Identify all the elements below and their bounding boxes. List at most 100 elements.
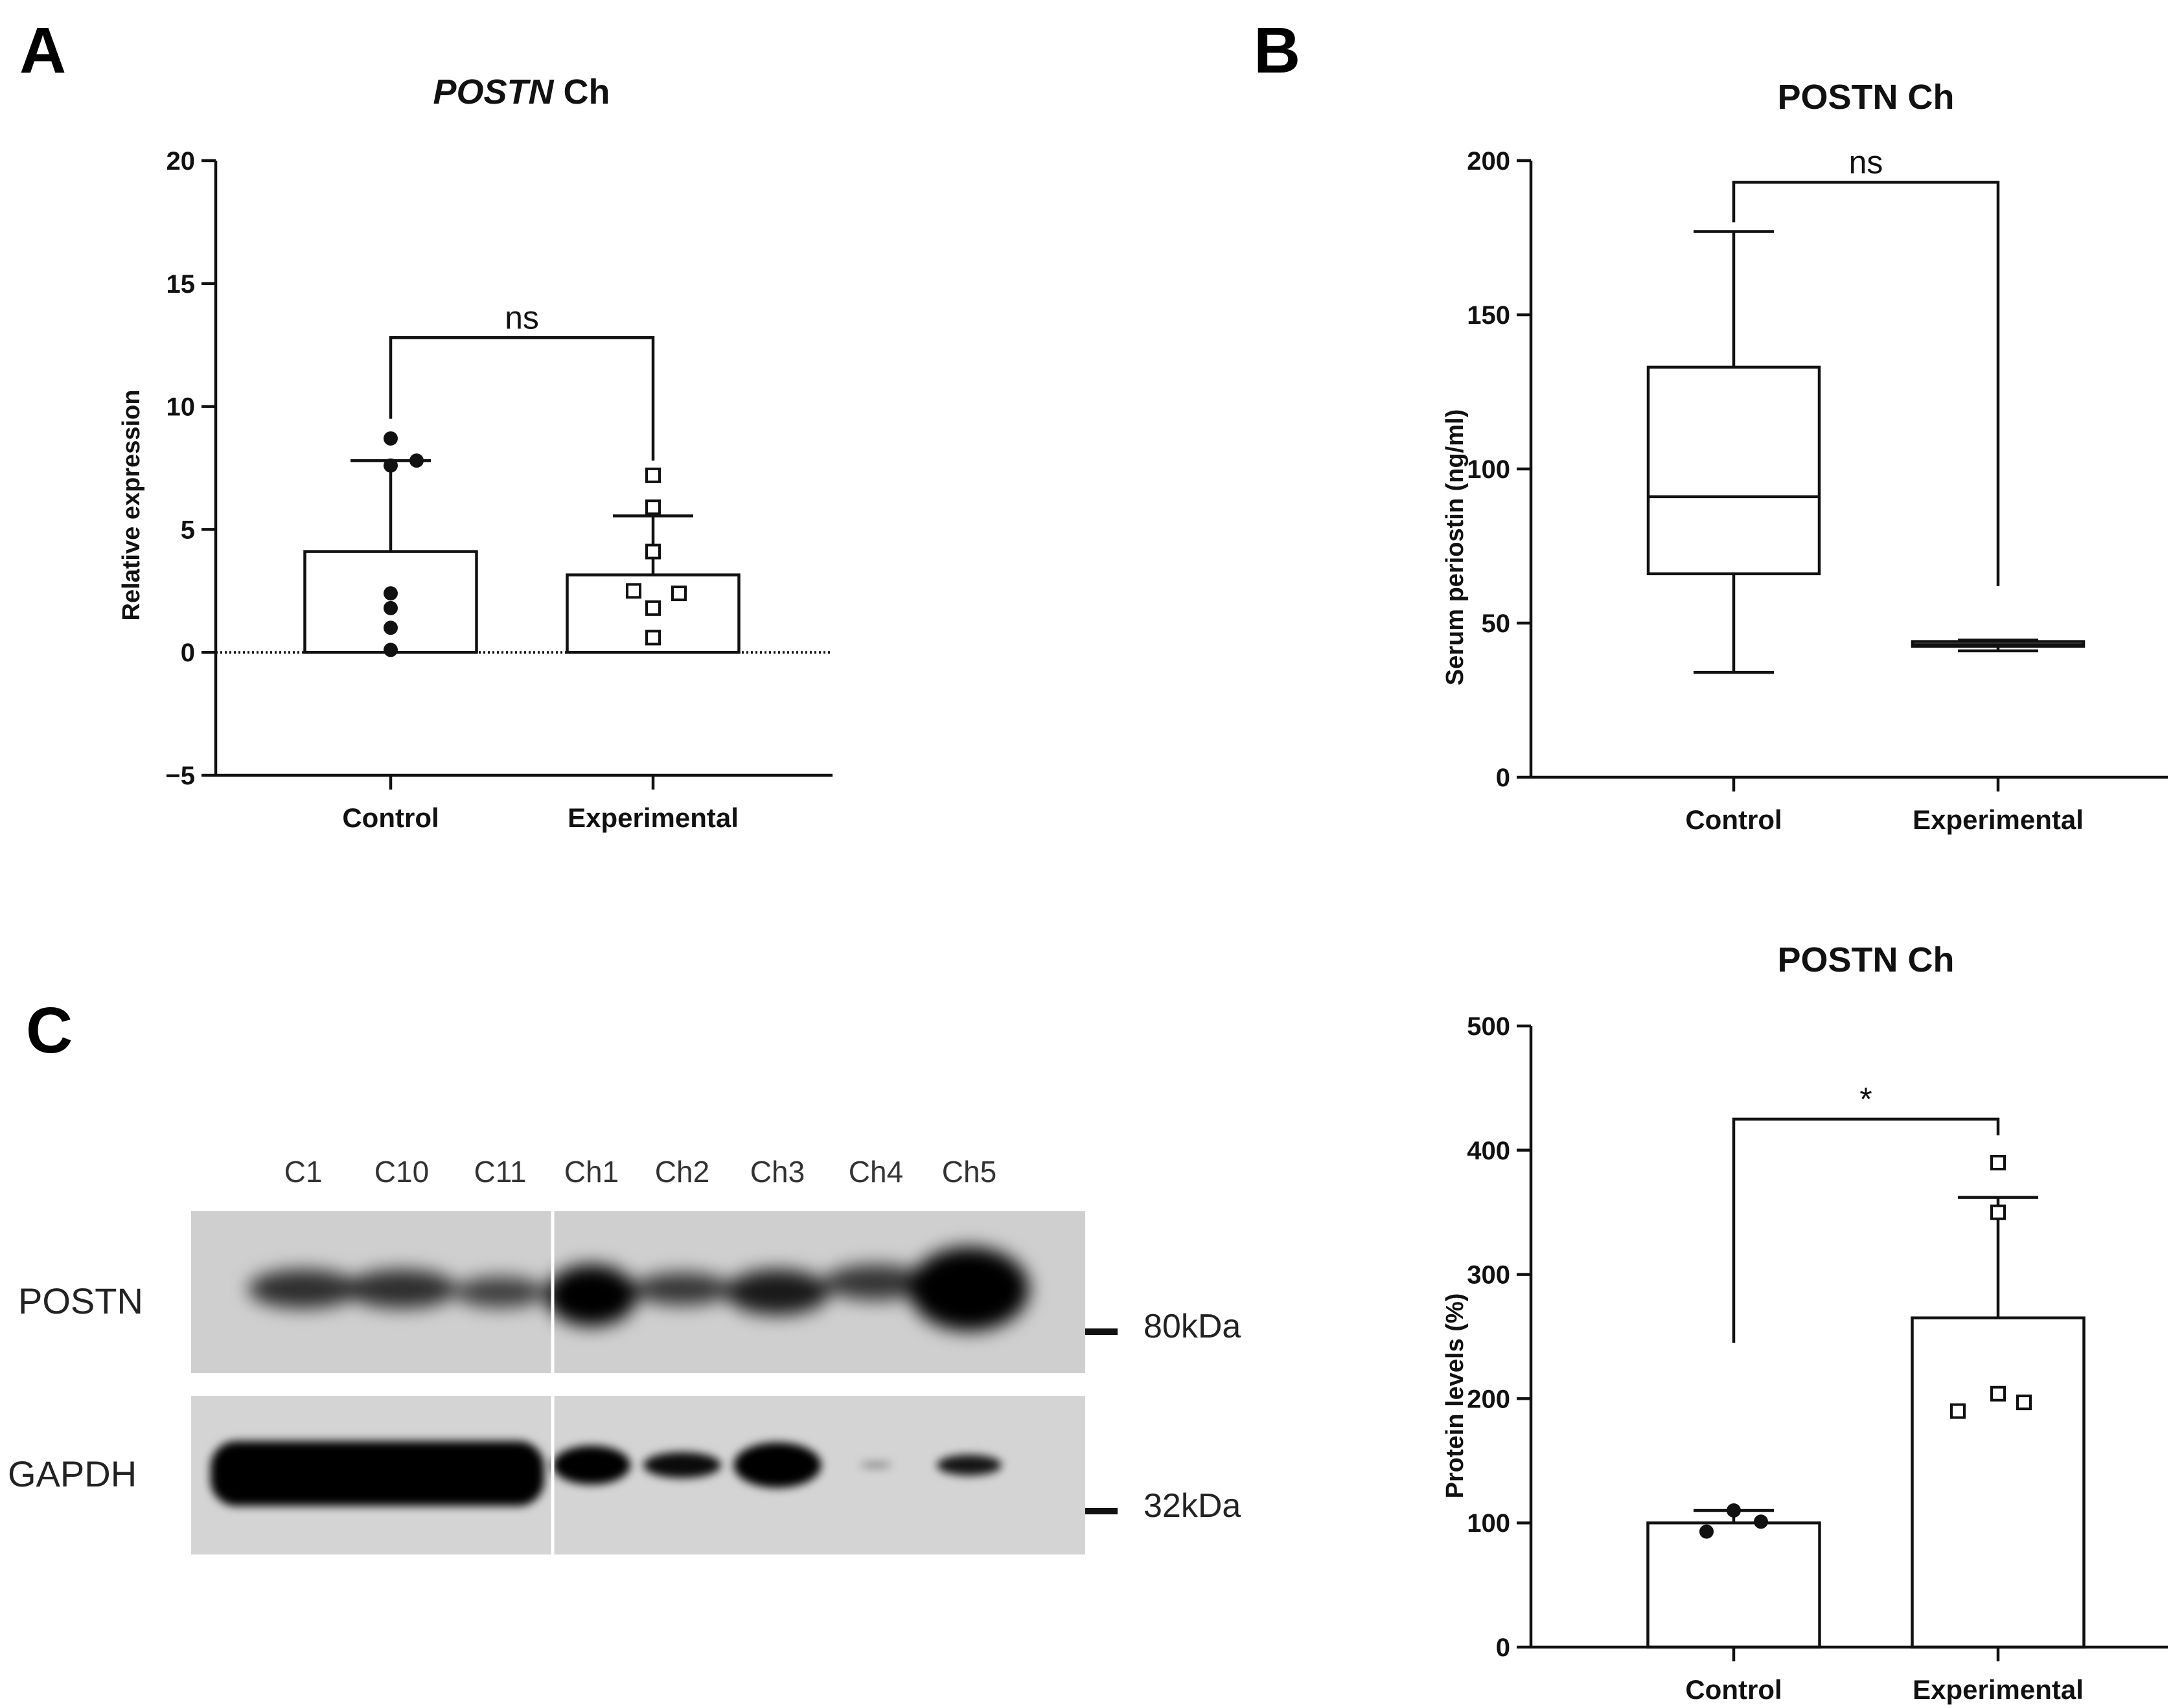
- blot-band-postn: [248, 1270, 358, 1308]
- blot-band-postn: [824, 1264, 928, 1301]
- chart-a-data-point: [645, 467, 661, 483]
- chart-a-title: POSTN Ch: [433, 73, 610, 111]
- blot-band-gapdh: [211, 1441, 544, 1506]
- panel-letter-c: C: [26, 994, 73, 1067]
- blot-lane-label: Ch2: [655, 1155, 709, 1189]
- chart-a-category-label: Experimental: [568, 803, 739, 833]
- chart-b-y-tick-label: 50: [1482, 609, 1511, 638]
- chart-c-data-point: [1950, 1403, 1966, 1419]
- chart-c-data-point: [2016, 1395, 2032, 1411]
- chart-b-significance-bracket: [1732, 181, 2000, 586]
- chart-a-points: [384, 431, 687, 657]
- chart-b-y-axis-label: Serum periostin (ng/ml): [1442, 409, 1469, 685]
- chart-a-y-tick-label: −5: [165, 762, 195, 790]
- chart-a-relative-expression: POSTN Ch Relative expression −505101520 …: [118, 73, 833, 833]
- chart-a-y-tick-label: 5: [181, 516, 195, 544]
- blot-band-postn: [634, 1273, 731, 1305]
- chart-a-data-point: [384, 643, 398, 657]
- blot-band-postn: [909, 1247, 1029, 1331]
- chart-a-data-point: [645, 600, 661, 616]
- chart-c-data-point: [1990, 1385, 2006, 1402]
- chart-a-data-point: [409, 453, 424, 468]
- chart-c-y-tick-label: 0: [1496, 1634, 1510, 1662]
- blot-band-postn: [455, 1277, 546, 1308]
- chart-c-y-ticks: 0 100 200 300 400 500: [1467, 1012, 1531, 1662]
- blot-bands-gapdh: [211, 1441, 1002, 1506]
- blot-band-gapdh: [733, 1442, 822, 1488]
- chart-a-y-tick-label: 0: [181, 639, 195, 667]
- chart-b-significance: ns: [1732, 144, 2000, 586]
- blot-band-gapdh: [860, 1462, 892, 1468]
- chart-b-y-tick-label: 100: [1467, 455, 1510, 484]
- chart-a-category-label: Control: [342, 803, 439, 833]
- chart-a-data-point: [645, 499, 661, 516]
- chart-a-title-gene: POSTN: [433, 73, 554, 111]
- panel-letter-a: A: [19, 14, 66, 87]
- blot-band-postn: [347, 1270, 457, 1308]
- western-blot: C1 C10 C11 Ch1 Ch2 Ch3 Ch4 Ch5 POSTN GAPDH 80kD…: [8, 1155, 1241, 1554]
- blot-protein-label-postn: POSTN: [18, 1281, 143, 1321]
- chart-c-data-point: [1727, 1503, 1741, 1518]
- chart-b-boxes: [1646, 230, 2086, 674]
- chart-c-y-tick-label: 500: [1467, 1012, 1510, 1041]
- chart-a-data-point: [671, 586, 687, 602]
- chart-a-data-point: [384, 586, 398, 601]
- chart-a-data-point: [384, 621, 398, 635]
- chart-c-y-tick-label: 400: [1467, 1137, 1510, 1165]
- chart-b-y-ticks: 0 50 100 150 200: [1467, 147, 1531, 792]
- blot-band-gapdh: [937, 1455, 1002, 1475]
- chart-c-bar: [1911, 1316, 2086, 1649]
- chart-b-category-label: Control: [1685, 804, 1782, 835]
- chart-c-category-label: Experimental: [1913, 1674, 2084, 1705]
- chart-b-title: POSTN Ch: [1777, 78, 1954, 117]
- chart-c-axes: [1529, 1026, 2168, 1649]
- blot-strip-gapdh: [191, 1396, 1085, 1554]
- panel-letter-b: B: [1254, 14, 1300, 87]
- blot-marker-label-32: 32kDa: [1144, 1487, 1241, 1525]
- chart-c-data-point: [1754, 1514, 1768, 1529]
- chart-b-y-tick-label: 200: [1467, 147, 1510, 176]
- chart-c-data-point: [1699, 1524, 1714, 1539]
- chart-c-data-point: [1990, 1204, 2006, 1220]
- chart-a-data-point: [626, 583, 641, 599]
- chart-a-y-axis-label: Relative expression: [118, 390, 145, 621]
- blot-band-postn: [726, 1270, 829, 1315]
- chart-b-serum-periostin: POSTN Ch Serum periostin (ng/ml) 0 50 100 1…: [1442, 78, 2168, 835]
- chart-b-significance-label: ns: [1849, 144, 1883, 180]
- chart-c-y-tick-label: 100: [1467, 1509, 1510, 1538]
- blot-lane-label: C11: [474, 1155, 527, 1189]
- chart-c-significance-label: *: [1859, 1081, 1872, 1117]
- chart-c-data-point: [1990, 1154, 2006, 1170]
- chart-a-data-point: [384, 458, 398, 473]
- chart-a-data-point: [645, 630, 661, 646]
- blot-lane-label: Ch4: [849, 1155, 903, 1189]
- chart-a-data-point: [384, 431, 398, 446]
- chart-a-bars: [303, 550, 741, 654]
- chart-c-points: [1699, 1154, 2032, 1539]
- chart-a-significance-label: ns: [505, 299, 539, 336]
- blot-marker-tick-32: [1085, 1508, 1118, 1514]
- chart-b-categories: Control Experimental: [1685, 777, 2084, 835]
- chart-c-significance: *: [1732, 1081, 2000, 1343]
- chart-a-title-suffix: Ch: [554, 73, 610, 111]
- chart-a-y-tick-label: 20: [167, 147, 196, 176]
- chart-a-y-tick-label: 15: [167, 270, 196, 299]
- chart-a-y-ticks: −5 0 5 10 15 20: [165, 147, 216, 790]
- blot-lane-label: Ch5: [942, 1155, 996, 1189]
- chart-c-bar: [1646, 1521, 1821, 1649]
- chart-c-y-tick-label: 300: [1467, 1261, 1510, 1290]
- blot-band-postn: [546, 1264, 637, 1327]
- blot-lane-label: C10: [374, 1155, 429, 1189]
- chart-c-significance-bracket: [1732, 1117, 2000, 1343]
- chart-c-y-axis-label: Protein levels (%): [1442, 1293, 1469, 1499]
- blot-lane-label: C1: [284, 1155, 323, 1189]
- chart-b-y-tick-label: 150: [1467, 301, 1510, 330]
- blot-marker-label-80: 80kDa: [1144, 1308, 1241, 1345]
- chart-c-categories: Control Experimental: [1685, 1647, 2084, 1705]
- chart-b-box: [1646, 365, 1821, 576]
- chart-c-protein-levels: POSTN Ch Protein levels (%) 0 100 200 300 40…: [1442, 940, 2168, 1705]
- chart-a-y-tick-label: 10: [167, 393, 196, 422]
- blot-marker-tick-80: [1085, 1328, 1118, 1335]
- chart-a-significance: ns: [389, 299, 655, 461]
